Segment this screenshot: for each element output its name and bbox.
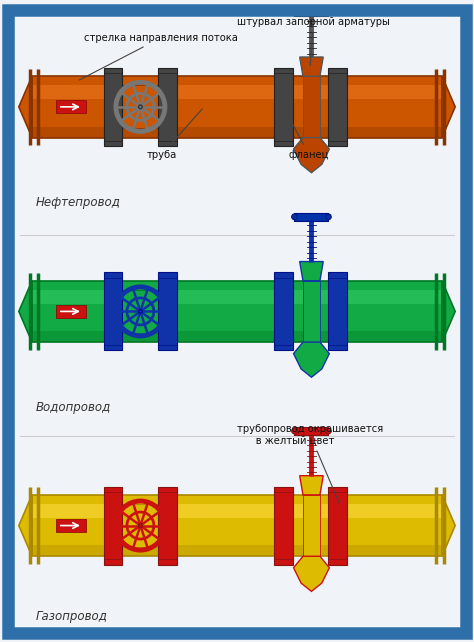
Polygon shape xyxy=(293,137,329,173)
Polygon shape xyxy=(300,57,323,76)
Bar xyxy=(113,504,168,547)
Bar xyxy=(158,68,177,146)
Bar xyxy=(32,546,442,556)
Bar xyxy=(158,272,177,351)
Polygon shape xyxy=(19,76,32,137)
Text: трубопровод окрашивается
      в желтый цвет: трубопровод окрашивается в желтый цвет xyxy=(237,424,383,504)
Polygon shape xyxy=(300,261,323,281)
Polygon shape xyxy=(293,342,329,377)
Bar xyxy=(113,290,168,333)
Bar xyxy=(294,213,328,221)
Ellipse shape xyxy=(138,309,142,313)
Bar xyxy=(294,8,328,16)
Bar xyxy=(104,272,122,351)
Bar xyxy=(158,487,177,564)
Ellipse shape xyxy=(326,214,331,220)
Bar xyxy=(104,68,122,146)
Ellipse shape xyxy=(292,10,297,15)
Polygon shape xyxy=(300,476,323,495)
Bar xyxy=(32,85,442,100)
Ellipse shape xyxy=(326,428,331,434)
Ellipse shape xyxy=(138,524,142,527)
Polygon shape xyxy=(442,281,455,342)
Bar xyxy=(303,495,320,556)
Text: труба: труба xyxy=(146,109,202,160)
Bar xyxy=(274,68,292,146)
Bar xyxy=(328,487,347,564)
Bar xyxy=(32,331,442,342)
Bar xyxy=(32,281,442,342)
Bar xyxy=(32,127,442,137)
Polygon shape xyxy=(19,495,32,556)
Text: стрелка направления потока: стрелка направления потока xyxy=(79,33,238,80)
Polygon shape xyxy=(19,281,32,342)
Bar xyxy=(32,495,442,556)
Text: Водопровод: Водопровод xyxy=(36,401,110,414)
Bar xyxy=(55,305,86,318)
Bar xyxy=(274,272,292,351)
Bar xyxy=(32,76,442,137)
Bar xyxy=(113,85,168,128)
Ellipse shape xyxy=(292,428,297,434)
Text: Нефтепровод: Нефтепровод xyxy=(36,196,120,209)
Ellipse shape xyxy=(138,105,142,108)
Ellipse shape xyxy=(292,214,297,220)
Text: Газопровод: Газопровод xyxy=(36,610,107,623)
Ellipse shape xyxy=(326,10,331,15)
Bar xyxy=(328,272,347,351)
Polygon shape xyxy=(293,556,329,591)
Bar xyxy=(55,100,86,113)
Text: штурвал запорной арматуры: штурвал запорной арматуры xyxy=(237,17,390,65)
Bar xyxy=(274,487,292,564)
Polygon shape xyxy=(442,76,455,137)
Polygon shape xyxy=(442,495,455,556)
Bar xyxy=(294,427,328,435)
Text: фланец: фланец xyxy=(284,109,329,160)
Bar xyxy=(55,519,86,532)
Bar xyxy=(104,487,122,564)
Bar xyxy=(328,68,347,146)
Bar xyxy=(32,290,442,304)
Bar xyxy=(32,504,442,518)
Bar xyxy=(303,76,320,137)
Bar xyxy=(303,281,320,342)
